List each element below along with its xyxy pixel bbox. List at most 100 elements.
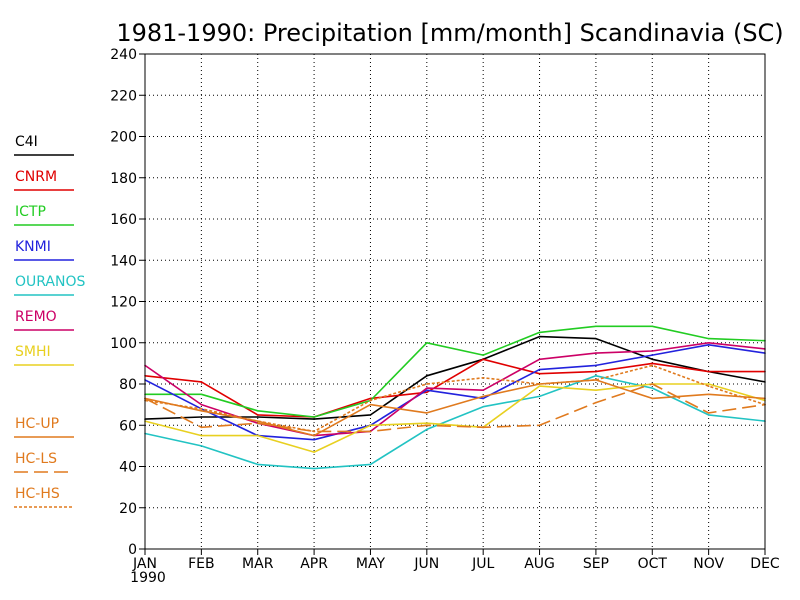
y-tick-label: 60: [119, 418, 137, 434]
y-tick-label: 160: [110, 212, 137, 228]
grid: [145, 54, 765, 549]
data-point-ouranos: [426, 428, 428, 431]
legend-label-ictp: ICTP: [15, 204, 46, 220]
data-point-ictp: [313, 416, 315, 418]
series-line-cnrm: [144, 358, 765, 418]
data-point-knmi: [426, 389, 428, 391]
legend-label-cnrm: CNRM: [15, 169, 57, 185]
data-point-hc-hs: [256, 420, 259, 422]
data-point-cnrm: [426, 391, 428, 394]
legend: C4I CNRM ICTP KNMI OURANOS REMO SMHI HC-UP HC-LS…: [14, 134, 85, 508]
data-point-remo: [426, 387, 428, 389]
x-tick-label: JUL: [471, 556, 494, 572]
data-point-ouranos: [482, 405, 484, 408]
data-point-ouranos: [707, 414, 710, 416]
data-point-hc-hs: [538, 383, 541, 385]
series-line-ictp: [145, 325, 766, 418]
data-point-remo: [707, 341, 710, 344]
data-point-ouranos: [313, 467, 315, 470]
data-point-knmi: [482, 397, 484, 400]
data-point-hc-ls: [426, 424, 428, 427]
y-tick-label: 40: [119, 460, 137, 476]
data-point-ictp: [426, 341, 428, 344]
series-line-hc-ls: [144, 383, 766, 433]
data-point-hc-up: [426, 412, 428, 414]
data-point-hc-ls: [651, 383, 654, 385]
data-point-ictp: [256, 410, 259, 412]
y-tick-label: 80: [119, 377, 137, 393]
data-point-c4i: [538, 335, 541, 338]
data-point-hc-hs: [707, 385, 710, 387]
data-point-c4i: [200, 416, 203, 418]
data-point-knmi: [313, 438, 315, 441]
legend-label-knmi: KNMI: [15, 239, 51, 255]
data-point-hc-hs: [369, 399, 372, 402]
y-tick-label: 100: [110, 336, 137, 352]
series-line-remo: [144, 341, 766, 437]
y-tick-label: 240: [110, 47, 137, 63]
y-tick-label: 220: [110, 88, 137, 104]
series-line-smhi: [144, 383, 766, 453]
data-point-ouranos: [200, 445, 203, 447]
data-point-ouranos: [369, 463, 372, 466]
data-point-c4i: [651, 358, 654, 361]
chart-title: 1981-1990: Precipitation [mm/month] Scan…: [116, 19, 783, 47]
data-point-smhi: [538, 385, 541, 387]
data-point-knmi: [595, 364, 597, 367]
data-point-knmi: [651, 354, 654, 356]
data-point-smhi: [426, 422, 428, 424]
x-tick-label: DEC: [750, 556, 780, 572]
y-tick-label: 180: [110, 171, 137, 187]
data-point-hc-hs: [426, 383, 428, 385]
x-tick-label: OCT: [638, 556, 668, 572]
data-point-remo: [651, 350, 654, 352]
y-axis: 0 20 40 60 80 100 120 140 160 180 200 220 240: [110, 47, 145, 558]
x-tick-label: MAY: [356, 556, 386, 572]
data-point-ouranos: [538, 395, 541, 398]
data-point-hc-ls: [200, 426, 203, 429]
data-point-ictp: [482, 354, 484, 356]
data-point-ouranos: [651, 387, 654, 389]
legend-label-remo: REMO: [15, 309, 57, 325]
data-point-ictp: [200, 393, 203, 396]
data-point-cnrm: [200, 381, 203, 383]
data-point-cnrm: [538, 372, 541, 375]
x-tick-label: FEB: [188, 556, 215, 572]
data-point-ouranos: [595, 374, 597, 377]
x-axis: JAN FEB MAR APR MAY JUN JUL AUG SEP OCT NOV DEC: [132, 549, 780, 572]
data-point-c4i: [313, 418, 315, 420]
data-point-smhi: [256, 434, 259, 437]
data-point-hc-ls: [595, 401, 597, 404]
data-point-smhi: [369, 424, 372, 427]
data-point-hc-ls: [369, 430, 372, 433]
data-point-remo: [482, 389, 484, 391]
data-point-knmi: [707, 344, 710, 346]
data-point-c4i: [256, 416, 259, 418]
data-point-smhi: [313, 451, 315, 453]
legend-label-ouranos: OURANOS: [15, 274, 85, 290]
data-point-cnrm: [482, 358, 484, 361]
data-point-remo: [538, 358, 541, 361]
data-point-smhi: [595, 389, 597, 391]
x-tick-label: AUG: [524, 556, 555, 572]
data-point-hc-ls: [482, 426, 484, 429]
y-tick-label: 0: [128, 542, 137, 558]
y-tick-label: 200: [110, 130, 137, 146]
data-point-cnrm: [369, 397, 372, 400]
series-line-knmi: [144, 343, 766, 441]
data-point-cnrm: [595, 370, 597, 373]
series-line-ouranos: [144, 374, 766, 470]
data-point-remo: [595, 352, 597, 354]
data-point-knmi: [538, 368, 541, 371]
legend-label-c4i: C4I: [15, 134, 38, 150]
series-line-hc-up: [144, 379, 766, 437]
data-point-hc-up: [313, 434, 315, 437]
y-tick-label: 20: [119, 501, 137, 517]
data-point-hc-up: [200, 410, 203, 412]
data-point-ictp: [707, 337, 710, 340]
data-point-hc-hs: [595, 379, 597, 381]
data-point-hc-up: [707, 393, 710, 396]
x-tick-label: JAN: [132, 556, 157, 572]
data-point-c4i: [369, 414, 372, 416]
series-line-hc-hs: [144, 364, 766, 433]
